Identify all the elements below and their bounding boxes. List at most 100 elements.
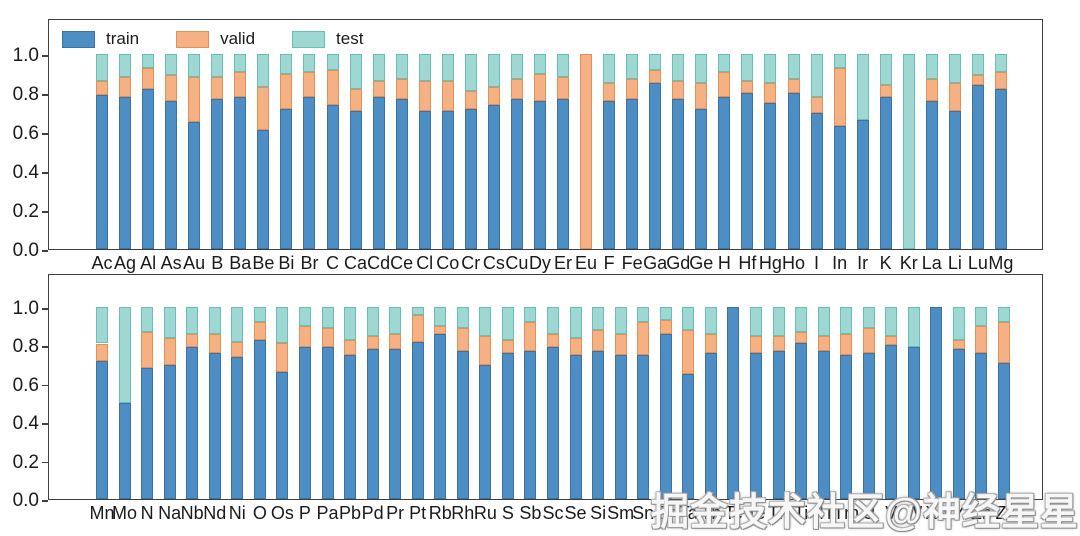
bar-segment-test-P (298, 307, 311, 327)
bar-segment-train-Ti (795, 343, 808, 499)
bar-segment-valid-Si (592, 330, 605, 352)
bar-segment-valid-Sc (547, 333, 559, 348)
x-tick-label-Pt: Pt (409, 503, 427, 523)
bar-segment-train-Cl (418, 110, 431, 249)
x-tick-label-Si: Si (590, 503, 607, 523)
bar-segment-test-Mn (96, 307, 108, 344)
bar-segment-test-Pb (344, 307, 357, 340)
bar-segment-test-Y (952, 307, 965, 340)
bar-segment-valid-Os (276, 343, 289, 373)
bar-segment-valid-Cr (464, 91, 477, 109)
x-tick-label-Hg: Hg (758, 253, 782, 273)
bar-segment-train-In (833, 126, 846, 249)
y-tick-mark (42, 172, 48, 174)
bar-segment-valid-Th (772, 335, 785, 352)
bottom-panel-chart: 0.0 0.2 0.4 0.6 0.8 1.0 Mn Mo N Na Nb Nd Ni O Os P Pa Pb P… (13, 274, 1043, 523)
bar-segment-valid-Ce (395, 79, 408, 99)
y-tick-mark (42, 346, 48, 348)
bar-segment-valid-Cd (372, 81, 385, 97)
bar-segment-valid-Ti (795, 331, 808, 344)
bar-segment-train-C (326, 104, 339, 249)
bar-segment-valid-Pb (344, 339, 357, 355)
x-tick-label-Mo: Mo (112, 503, 138, 523)
x-tick-label-F: F (603, 253, 615, 273)
bar-segment-valid-Rb (434, 326, 447, 334)
bar-segment-train-U (862, 353, 875, 499)
x-tick-label-Tb: Tb (700, 503, 722, 523)
bar-segment-valid-Eu (580, 54, 593, 249)
x-tick-label-Te: Te (746, 503, 766, 523)
bar-segment-train-Ir (856, 120, 869, 249)
bar-segment-valid-Cl (418, 81, 431, 111)
bar-segment-train-N (141, 368, 154, 499)
x-tick-label-As: As (160, 253, 182, 273)
bar-segment-train-Hf (741, 93, 754, 249)
bar-segment-test-Pa (321, 307, 334, 329)
bar-segment-train-Ni (231, 356, 244, 499)
x-tick-label-Pa: Pa (316, 503, 339, 523)
x-tick-label-Er: Er (554, 253, 572, 273)
bar-segment-valid-Zn (975, 326, 988, 354)
bar-segment-test-B (211, 54, 224, 78)
bar-segment-valid-Dy (533, 73, 546, 101)
bar-segment-train-Cr (464, 108, 477, 249)
bar-segment-train-La (925, 100, 938, 249)
bar-segment-test-Os (276, 307, 289, 344)
bar-segment-valid-Hf (741, 81, 754, 93)
bar-segment-valid-Li (948, 83, 961, 111)
bar-segment-valid-Ga (649, 69, 662, 84)
bar-segment-test-Ce (395, 54, 408, 80)
bar-segment-test-Lu (971, 54, 984, 76)
bar-segment-train-Hg (764, 102, 777, 249)
bar-segment-valid-Be (257, 87, 270, 131)
y-tick-label: 0.2 (12, 451, 39, 473)
bar-segment-test-Mg (994, 54, 1007, 72)
bar-segment-train-Lu (971, 85, 984, 249)
x-tick-label-Ce: Ce (390, 253, 414, 273)
bar-segment-train-Rh (456, 351, 469, 499)
y-tick-label: 0.4 (12, 413, 39, 435)
bar-segment-valid-Ho (787, 79, 800, 93)
y-tick-mark (42, 461, 48, 464)
bar-segment-valid-S (501, 339, 514, 354)
bar-segment-test-Bi (280, 54, 293, 74)
y-tick-label: 0.6 (12, 374, 39, 396)
bar-segment-valid-Nd (208, 333, 221, 354)
bar-segment-test-S (501, 307, 514, 340)
bar-segment-train-Pt (411, 341, 424, 499)
bar-segment-train-Ac (96, 94, 108, 249)
bar-segment-test-Ti (795, 307, 808, 332)
bar-segment-test-Pd (366, 307, 379, 336)
bar-segment-train-Dy (533, 100, 546, 249)
bar-segment-train-Fe (626, 98, 639, 249)
y-tick-mark (42, 133, 48, 135)
x-tick-label-Rh: Rh (451, 503, 475, 523)
x-tick-label-Ho: Ho (781, 253, 806, 273)
x-tick-label-Sc: Sc (542, 503, 564, 523)
bar-segment-test-Hg (764, 54, 777, 84)
bar-segment-train-Nd (208, 353, 221, 499)
top-panel-chart: train valid test 0.0 0.2 0.4 0.6 0.8 1.0 Ac Ag A… (13, 19, 1043, 273)
bar-segment-test-Ba (234, 54, 247, 72)
bar-segment-valid-P (298, 326, 311, 348)
bar-segment-test-K (879, 54, 892, 86)
bar-segment-valid-Y (952, 339, 965, 350)
legend-swatch-valid (176, 30, 210, 48)
bar-segment-train-K (879, 96, 892, 249)
bar-segment-train-Ho (787, 93, 800, 249)
bar-segment-test-Sn (637, 307, 650, 323)
x-tick-label-Kr: Kr (899, 253, 918, 273)
x-tick-label-K: K (879, 253, 892, 273)
bar-segment-test-Th (772, 307, 785, 336)
x-tick-label-Lu: Lu (967, 253, 988, 273)
bar-segment-train-Tm (840, 355, 853, 499)
x-tick-label-Y: Y (952, 503, 965, 523)
bar-segment-valid-Nb (186, 333, 199, 348)
bar-segment-test-Ca (349, 54, 362, 90)
bar-segment-test-Sc (547, 307, 559, 334)
bar-segment-train-Ce (395, 98, 408, 249)
bar-segment-train-Br (303, 96, 316, 249)
x-tick-label-U: U (862, 503, 876, 523)
bar-segment-train-W (907, 347, 920, 499)
x-tick-label-Ti: Ti (793, 503, 809, 523)
